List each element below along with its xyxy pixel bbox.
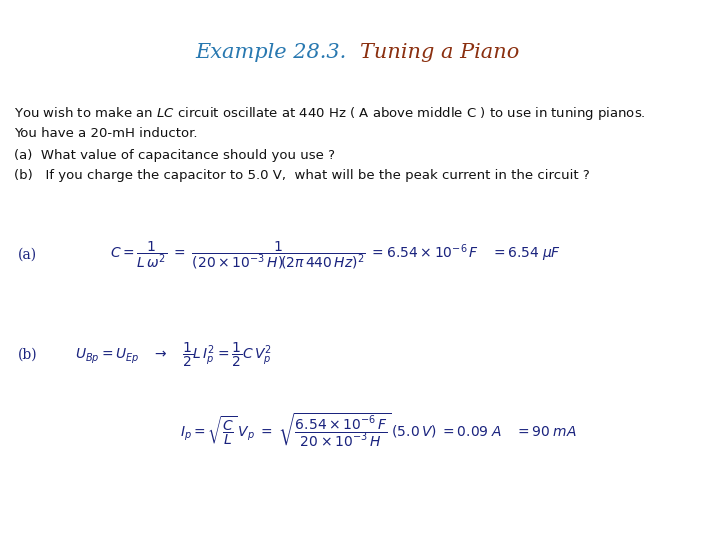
- Text: You have a 20-mH inductor.: You have a 20-mH inductor.: [14, 127, 197, 140]
- Text: $U_{Bp} = U_{Ep} \quad\rightarrow\quad \dfrac{1}{2}L\,I_p^2 = \dfrac{1}{2}C\,V_p: $U_{Bp} = U_{Ep} \quad\rightarrow\quad \…: [75, 341, 271, 369]
- Text: Tuning a Piano: Tuning a Piano: [360, 43, 519, 62]
- Text: (a): (a): [18, 248, 37, 262]
- Text: Example 28.3.: Example 28.3.: [196, 43, 360, 62]
- Text: (b): (b): [18, 348, 37, 362]
- Text: $I_p = \sqrt{\dfrac{C}{L}}\,V_p \;=\; \sqrt{\dfrac{6.54\times10^{-6}\,F}{20\time: $I_p = \sqrt{\dfrac{C}{L}}\,V_p \;=\; \s…: [180, 411, 577, 449]
- Text: You wish to make an $LC$ circuit oscillate at 440 Hz ( A above middle C ) to use: You wish to make an $LC$ circuit oscilla…: [14, 105, 646, 122]
- Text: $C = \dfrac{1}{L\,\omega^2} \;=\; \dfrac{1}{\left(20\times10^{-3}\,H\right)\!\le: $C = \dfrac{1}{L\,\omega^2} \;=\; \dfrac…: [110, 239, 561, 271]
- Text: (b)   If you charge the capacitor to 5.0 V,  what will be the peak current in th: (b) If you charge the capacitor to 5.0 V…: [14, 169, 590, 182]
- Text: (a)  What value of capacitance should you use ?: (a) What value of capacitance should you…: [14, 149, 335, 162]
